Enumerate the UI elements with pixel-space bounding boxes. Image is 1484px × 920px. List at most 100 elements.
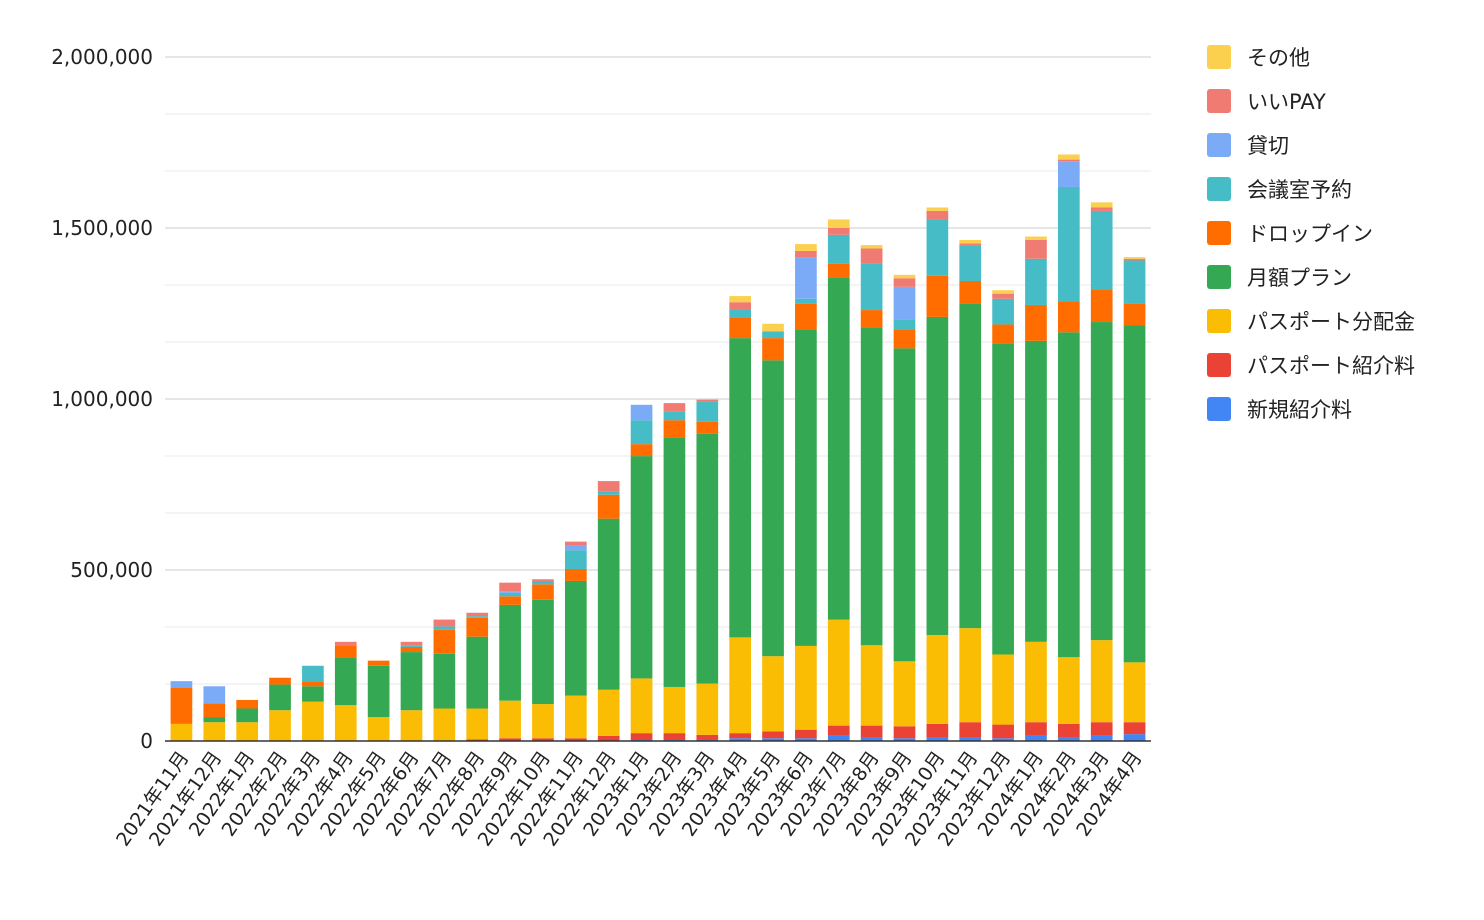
bar-segment[interactable] (992, 293, 1014, 299)
bar-segment[interactable] (926, 275, 949, 317)
bar-segment[interactable] (630, 444, 653, 457)
bar-segment[interactable] (1025, 340, 1047, 642)
bar-segment[interactable] (1123, 260, 1146, 304)
bar-segment[interactable] (334, 705, 357, 741)
bar-segment[interactable] (860, 248, 883, 264)
bar-stack[interactable] (203, 686, 226, 741)
bar-segment[interactable] (269, 684, 291, 711)
bar-segment[interactable] (795, 729, 817, 739)
bar-segment[interactable] (236, 699, 259, 709)
bar-segment[interactable] (433, 626, 456, 630)
bar-segment[interactable] (564, 545, 587, 551)
bar-segment[interactable] (170, 723, 193, 741)
bar-segment[interactable] (795, 738, 817, 741)
bar-segment[interactable] (663, 437, 686, 687)
bar-segment[interactable] (893, 329, 916, 349)
bar-segment[interactable] (860, 263, 883, 311)
bar-segment[interactable] (597, 735, 620, 741)
bar-segment[interactable] (959, 303, 982, 629)
bar-segment[interactable] (729, 738, 752, 741)
bar-segment[interactable] (729, 302, 752, 310)
bar-segment[interactable] (762, 731, 784, 739)
bar-segment[interactable] (1090, 289, 1113, 323)
bar-segment[interactable] (696, 421, 719, 434)
bar-segment[interactable] (433, 629, 456, 654)
bar-segment[interactable] (1123, 722, 1146, 735)
legend-item[interactable]: パスポート分配金 (1207, 309, 1415, 334)
bar-stack[interactable] (367, 660, 390, 741)
bar-stack[interactable] (334, 641, 357, 741)
bar-segment[interactable] (1025, 304, 1047, 341)
bar-segment[interactable] (597, 494, 620, 519)
bar-segment[interactable] (893, 274, 916, 279)
bar-segment[interactable] (860, 310, 883, 328)
bar-segment[interactable] (630, 733, 653, 740)
bar-stack[interactable] (597, 481, 620, 741)
bar-segment[interactable] (302, 665, 324, 682)
bar-segment[interactable] (236, 708, 259, 723)
bar-stack[interactable] (170, 681, 193, 741)
bar-segment[interactable] (992, 724, 1014, 739)
bar-segment[interactable] (959, 239, 982, 244)
legend-item[interactable]: ドロップイン (1207, 221, 1373, 246)
bar-segment[interactable] (827, 735, 850, 741)
bar-segment[interactable] (334, 641, 357, 646)
bar-segment[interactable] (499, 604, 521, 701)
bar-segment[interactable] (860, 725, 883, 738)
bar-segment[interactable] (499, 700, 521, 739)
bar-segment[interactable] (795, 329, 817, 646)
bar-segment[interactable] (1057, 332, 1080, 658)
bar-segment[interactable] (1090, 640, 1113, 723)
bar-segment[interactable] (1057, 159, 1080, 162)
bar-segment[interactable] (1025, 722, 1047, 736)
bar-segment[interactable] (762, 331, 784, 339)
bar-segment[interactable] (269, 677, 291, 685)
bar-segment[interactable] (1057, 161, 1080, 187)
bar-segment[interactable] (1090, 207, 1113, 211)
bar-segment[interactable] (926, 737, 949, 741)
bar-segment[interactable] (762, 323, 784, 332)
bar-segment[interactable] (1057, 657, 1080, 724)
bar-segment[interactable] (630, 420, 653, 445)
bar-stack[interactable] (827, 219, 850, 741)
bar-segment[interactable] (170, 681, 193, 688)
bar-segment[interactable] (992, 343, 1014, 655)
bar-segment[interactable] (400, 645, 423, 647)
bar-segment[interactable] (334, 645, 357, 658)
bar-stack[interactable] (400, 641, 423, 741)
legend-item[interactable]: 月額プラン (1207, 265, 1352, 290)
bar-segment[interactable] (795, 257, 817, 299)
bar-segment[interactable] (795, 303, 817, 330)
bar-segment[interactable] (269, 710, 291, 741)
legend-item[interactable]: いいPAY (1207, 89, 1326, 114)
bar-segment[interactable] (795, 645, 817, 730)
bar-segment[interactable] (532, 704, 554, 739)
bar-segment[interactable] (466, 612, 489, 617)
bar-segment[interactable] (170, 687, 193, 724)
bar-segment[interactable] (729, 338, 752, 638)
bar-segment[interactable] (992, 298, 1014, 325)
bar-segment[interactable] (663, 420, 686, 438)
bar-stack[interactable] (1057, 154, 1080, 741)
bar-segment[interactable] (564, 541, 587, 546)
bar-segment[interactable] (1123, 325, 1146, 663)
bar-stack[interactable] (1123, 257, 1146, 741)
bar-segment[interactable] (696, 399, 719, 402)
bar-segment[interactable] (959, 281, 982, 304)
bar-segment[interactable] (795, 244, 817, 251)
bar-segment[interactable] (827, 725, 850, 736)
bar-segment[interactable] (499, 591, 521, 593)
bar-segment[interactable] (1025, 641, 1047, 723)
bar-segment[interactable] (302, 701, 324, 741)
bar-segment[interactable] (860, 327, 883, 646)
bar-segment[interactable] (827, 219, 850, 228)
bar-segment[interactable] (762, 360, 784, 657)
bar-segment[interactable] (1025, 258, 1047, 305)
bar-segment[interactable] (532, 738, 554, 741)
bar-segment[interactable] (893, 286, 916, 320)
bar-segment[interactable] (564, 568, 587, 581)
bar-segment[interactable] (203, 722, 226, 741)
bar-segment[interactable] (663, 411, 686, 421)
bar-segment[interactable] (926, 723, 949, 738)
bar-segment[interactable] (893, 661, 916, 727)
